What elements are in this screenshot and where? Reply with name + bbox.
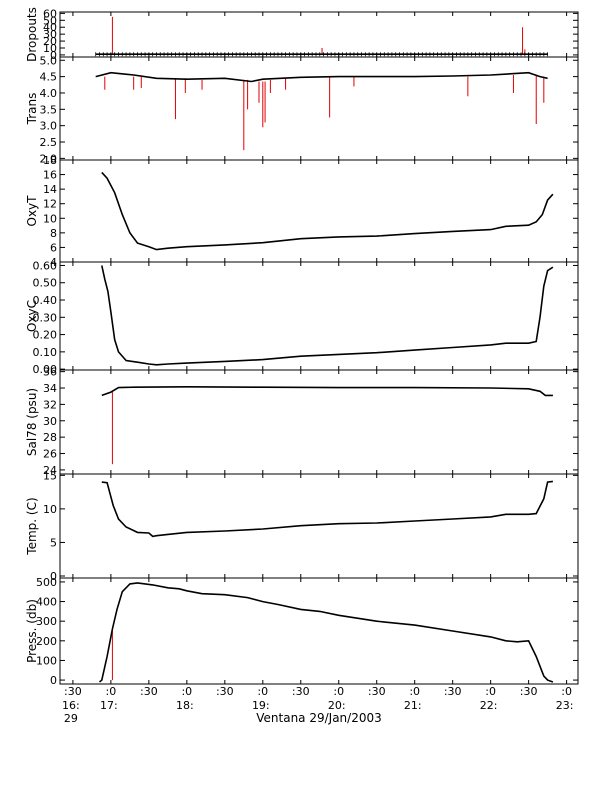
ytick-label: 30 — [43, 415, 57, 428]
xtick-label: :0 — [333, 685, 344, 698]
xtick-label: :0 — [181, 685, 192, 698]
ytick-label: 10 — [43, 212, 57, 225]
ylabel: Dropouts — [25, 7, 39, 62]
xtick-label: :0 — [561, 685, 572, 698]
ytick-label: 0.10 — [33, 346, 58, 359]
ylabel: OxyC — [25, 300, 39, 332]
ytick-label: 28 — [43, 431, 57, 444]
panel-frame — [60, 474, 578, 578]
ylabel: Trans — [25, 93, 39, 126]
ytick-label: 4.5 — [40, 71, 58, 84]
ylabel: Temp. (C) — [25, 497, 39, 555]
series-line — [100, 583, 553, 682]
ytick-label: 0.50 — [33, 277, 58, 290]
series-line — [96, 73, 548, 82]
ytick-label: 5 — [50, 536, 57, 549]
xtick-hour-label: 16: — [62, 699, 80, 712]
xtick-date-label: 29 — [64, 712, 78, 725]
panel-frame — [60, 160, 578, 262]
xtick-label: :0 — [485, 685, 496, 698]
xtick-label: :30 — [292, 685, 310, 698]
ytick-label: 60 — [43, 7, 57, 20]
ylabel: OxyT — [25, 195, 39, 227]
xtick-label: :30 — [444, 685, 462, 698]
ytick-label: 26 — [43, 448, 57, 461]
ylabel: Sal78 (psu) — [25, 388, 39, 456]
ytick-label: 10 — [43, 503, 57, 516]
panel-frame — [60, 57, 578, 160]
ytick-label: 8 — [50, 227, 57, 240]
panel-frame — [60, 12, 578, 57]
x-axis: :3016:29:017::30:018::30:019::30:020::30… — [62, 685, 573, 725]
series-line — [102, 266, 553, 365]
ytick-label: 14 — [43, 183, 57, 196]
panel-frame — [60, 370, 578, 474]
ytick-label: 12 — [43, 198, 57, 211]
xtick-hour-label: 23: — [556, 699, 574, 712]
ytick-label: 4.0 — [40, 87, 58, 100]
ytick-label: 6 — [50, 241, 57, 254]
ytick-label: 3.5 — [40, 103, 58, 116]
xtick-label: :30 — [140, 685, 158, 698]
panel-frame — [60, 262, 578, 370]
ytick-label: 16 — [43, 169, 57, 182]
ytick-label: 100 — [36, 654, 57, 667]
xtick-label: :0 — [257, 685, 268, 698]
ytick-label: 2.5 — [40, 136, 58, 149]
ytick-label: 0.60 — [33, 259, 58, 272]
x-axis-title: Ventana 29/Jan/2003 — [256, 711, 382, 725]
ytick-label: 3.0 — [40, 120, 58, 133]
ytick-label: 5.0 — [40, 54, 58, 67]
series-line — [102, 481, 553, 536]
xtick-hour-label: 17: — [100, 699, 118, 712]
xtick-label: :0 — [409, 685, 420, 698]
ytick-label: 500 — [36, 576, 57, 589]
series-line — [102, 387, 553, 396]
panel-frame — [60, 578, 578, 684]
xtick-hour-label: 22: — [480, 699, 498, 712]
ytick-label: 34 — [43, 382, 57, 395]
xtick-label: :30 — [368, 685, 386, 698]
ytick-label: 400 — [36, 596, 57, 609]
xtick-label: :30 — [520, 685, 538, 698]
xtick-label: :30 — [216, 685, 234, 698]
ytick-label: 200 — [36, 635, 57, 648]
xtick-hour-label: 18: — [176, 699, 194, 712]
panel-7: 0 100 200 300 400 500 Press. (db) — [25, 576, 578, 687]
ytick-label: 32 — [43, 398, 57, 411]
ytick-label: 15 — [43, 469, 57, 482]
ytick-label: 18 — [43, 154, 57, 167]
series-line — [102, 172, 553, 249]
xtick-label: :0 — [106, 685, 117, 698]
xtick-label: :30 — [64, 685, 82, 698]
ytick-label: 0 — [50, 674, 57, 687]
ytick-label: 36 — [43, 366, 57, 379]
ytick-label: 300 — [36, 615, 57, 628]
ylabel: Press. (db) — [25, 599, 39, 663]
xtick-hour-label: 21: — [404, 699, 422, 712]
